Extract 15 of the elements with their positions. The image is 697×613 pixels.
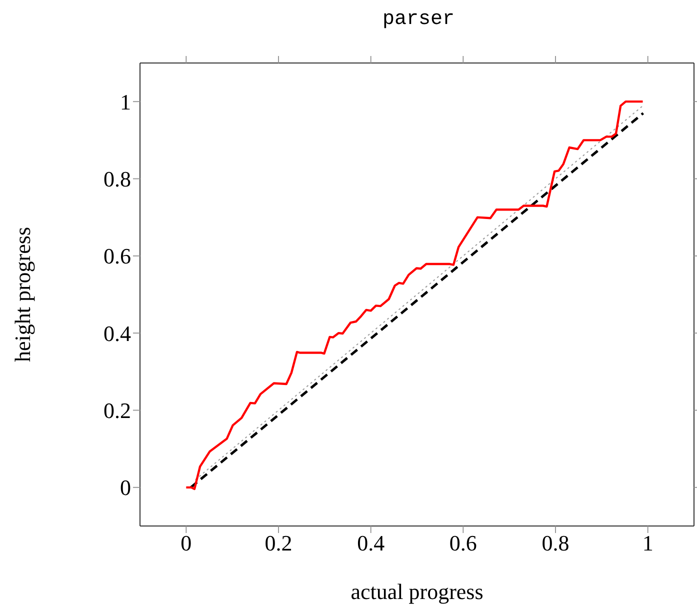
y-tick-label: 0.6 — [104, 244, 131, 269]
x-axis-title: actual progress — [350, 579, 484, 604]
x-tick-label: 1 — [642, 530, 654, 556]
x-tick-label: 0.2 — [264, 530, 292, 556]
y-axis-title: height progress — [10, 226, 35, 362]
chart-title: parser — [381, 8, 456, 31]
y-tick-label: 0.2 — [104, 398, 131, 424]
x-tick-label: 0.6 — [449, 530, 477, 556]
y-tick-label: 1 — [120, 89, 131, 114]
x-tick-label: 0.4 — [357, 530, 385, 556]
x-tick-label: 0 — [180, 530, 192, 556]
x-tick-label: 0.8 — [542, 530, 570, 556]
y-tick-label: 0.8 — [104, 166, 131, 192]
y-tick-label: 0 — [120, 475, 131, 500]
y-tick-label: 0.4 — [104, 320, 131, 346]
